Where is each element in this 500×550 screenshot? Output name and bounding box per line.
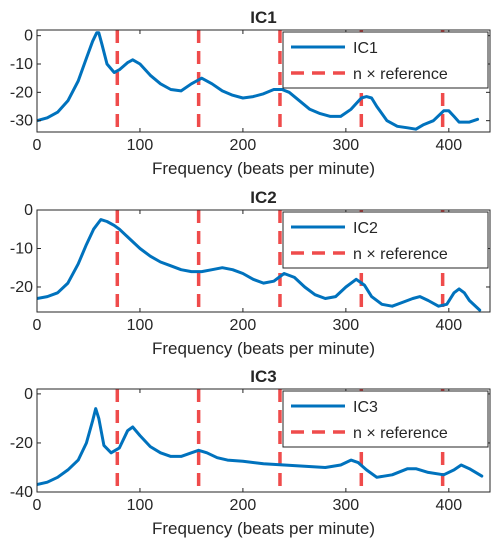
chart-title: IC1 [250,8,276,27]
x-tick-label: 400 [435,497,462,514]
legend: IC2 n × reference [282,211,489,269]
x-tick-label: 200 [230,497,257,514]
x-axis-label: Frequency (beats per minute) [152,519,375,538]
y-tick-label: -10 [10,56,33,73]
y-tick-label: 0 [24,202,33,219]
x-tick-label: 200 [230,137,257,154]
series-line-IC1 [37,31,480,131]
y-tick-label: -30 [10,113,33,130]
x-tick-label: 200 [230,317,257,334]
series-line-IC3 [37,407,484,487]
y-tick-label: -40 [10,484,33,501]
x-tick-label: 400 [435,137,462,154]
x-tick-label: 300 [333,497,360,514]
legend-box [282,31,489,89]
plot-frame [36,209,491,313]
x-axis-label: Frequency (beats per minute) [152,339,375,358]
x-tick-label: 300 [333,137,360,154]
x-tick-label: 0 [33,137,42,154]
series-line-IC2 [37,218,482,312]
y-tick-label: 0 [24,28,33,45]
legend: IC3 n × reference [282,390,489,448]
legend-label-series: IC1 [353,40,378,57]
y-tick-label: -20 [10,435,33,452]
chart-panel-2: IC2 0 100 200 300 400 0 -10 -20 Frequency (beats … [10,188,491,358]
x-tick-label: 100 [127,317,154,334]
chart-title: IC2 [250,188,276,207]
legend: IC1 n × reference [282,31,489,89]
x-tick-label: 300 [333,317,360,334]
legend-box [282,211,489,269]
plot-frame [36,388,491,493]
chart-panel-1: IC1 0 100 200 300 400 0 -10 -20 -30 Frequency (bea… [10,8,491,178]
x-tick-label: 100 [127,497,154,514]
plot-frame [36,29,491,133]
y-tick-label: -20 [10,84,33,101]
x-tick-label: 0 [33,317,42,334]
x-axis-label: Frequency (beats per minute) [152,159,375,178]
legend-label-series: IC3 [353,399,378,416]
x-tick-label: 0 [33,497,42,514]
legend-label-reference: n × reference [353,246,448,263]
chart-title: IC3 [250,367,276,386]
legend-label-reference: n × reference [353,66,448,83]
legend-label-reference: n × reference [353,425,448,442]
y-tick-label: 0 [24,386,33,403]
legend-box [282,390,489,448]
y-tick-label: -20 [10,279,33,296]
x-tick-label: 400 [435,317,462,334]
y-tick-label: -10 [10,240,33,257]
legend-label-series: IC2 [353,220,378,237]
chart-panel-3: IC3 0 100 200 300 400 0 -20 -40 Frequency (beats … [10,367,491,538]
x-tick-label: 100 [127,137,154,154]
